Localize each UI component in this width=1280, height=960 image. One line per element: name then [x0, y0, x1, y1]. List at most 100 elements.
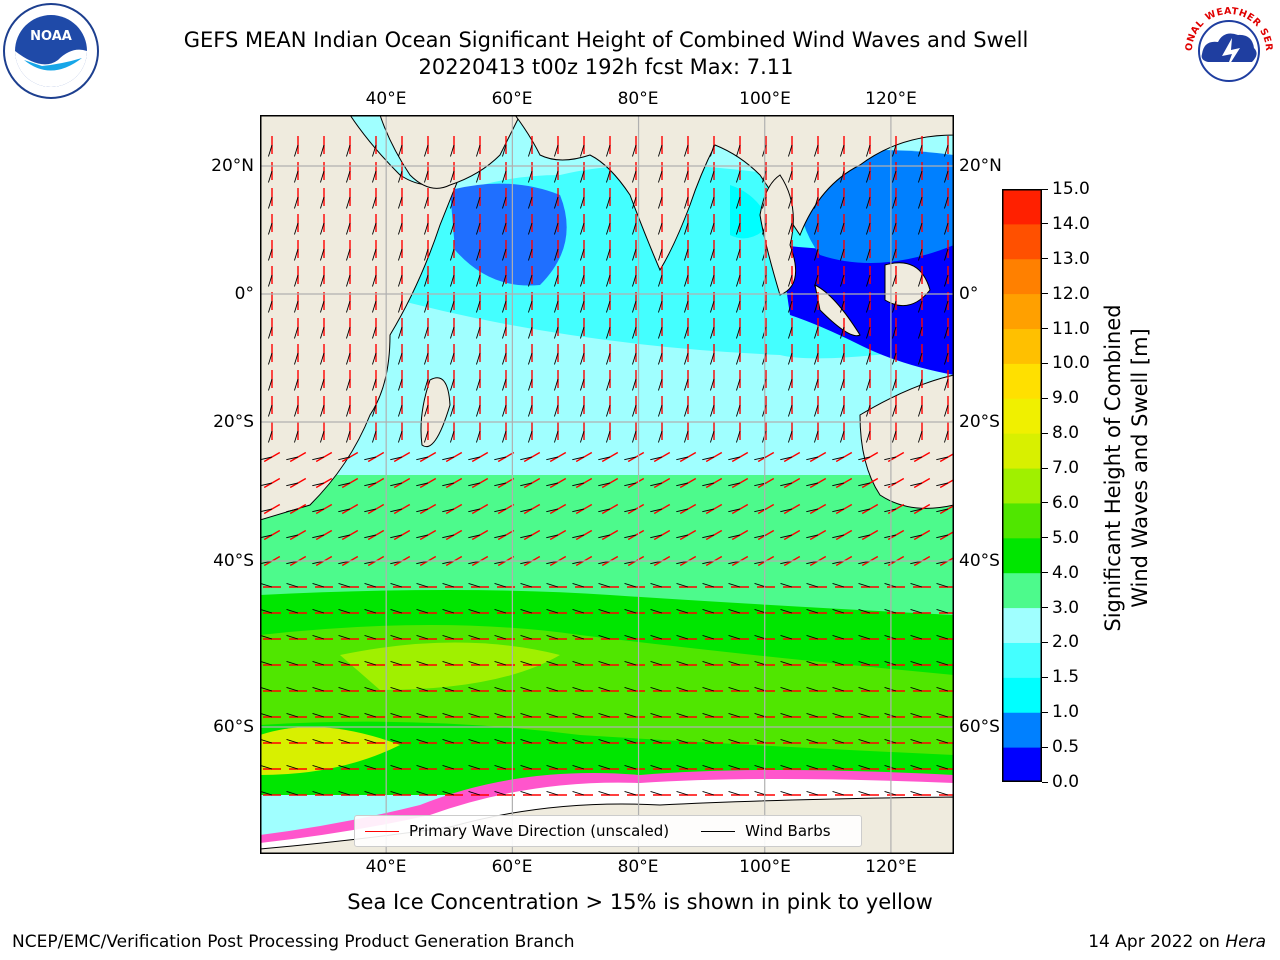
wind-barb: [268, 404, 273, 417]
wind-barb: [780, 661, 793, 666]
colorbar-tick-label: 3.0: [1052, 597, 1080, 618]
wind-barb: [788, 352, 793, 365]
wind-barb: [936, 583, 949, 588]
colorbar-tick-label: 0.0: [1052, 772, 1080, 792]
wind-barb: [858, 635, 871, 640]
wind-barb: [658, 222, 663, 235]
wind-barb: [546, 508, 559, 513]
wind-barb: [780, 765, 793, 770]
wind-barb: [944, 248, 949, 261]
wind-barb: [632, 248, 637, 261]
wind-barb: [572, 713, 585, 718]
wind-barb: [650, 635, 663, 640]
wind-barb: [788, 326, 793, 339]
wind-barb: [754, 609, 767, 614]
wind-barb: [754, 687, 767, 692]
wind-barb: [546, 765, 559, 770]
wind-barb: [884, 583, 897, 588]
colorbar-tick-label: 7.0: [1052, 458, 1080, 479]
wind-barb: [416, 482, 429, 487]
wind-barb: [598, 765, 611, 770]
wind-barb: [424, 222, 429, 235]
wind-barb: [650, 609, 663, 614]
wind-barb: [528, 378, 533, 391]
wind-barb: [702, 583, 715, 588]
wind-barb: [442, 687, 455, 692]
wind-barb: [710, 222, 715, 235]
wind-barb: [312, 765, 325, 770]
wind-barb: [338, 456, 351, 461]
wind-barb: [546, 791, 559, 796]
wind-barb: [606, 352, 611, 365]
map-gridlines: [260, 115, 954, 854]
wind-barb: [546, 482, 559, 487]
wind-barb: [424, 352, 429, 365]
wind-barb: [658, 274, 663, 287]
wind-barb: [312, 583, 325, 588]
wind-barb: [494, 765, 507, 770]
wind-barb: [910, 456, 923, 461]
wind-barb: [832, 583, 845, 588]
wind-barb: [624, 635, 637, 640]
wind-barb: [944, 300, 949, 313]
wind-barb: [502, 196, 507, 209]
wind-barb: [936, 482, 949, 487]
wind-barb: [312, 687, 325, 692]
wind-barb: [918, 170, 923, 183]
wind-barb: [788, 196, 793, 209]
wind-barb: [788, 378, 793, 391]
lon-tick-bottom-100e: 100°E: [739, 857, 791, 877]
wind-barb: [936, 661, 949, 666]
wind-barb: [338, 661, 351, 666]
colorbar-tick-label: 2.0: [1052, 632, 1080, 653]
wind-barb: [424, 144, 429, 157]
wind-barb: [814, 404, 819, 417]
wind-barb: [268, 352, 273, 365]
wind-barb: [572, 583, 585, 588]
wind-barb: [468, 508, 481, 513]
wind-barb: [554, 222, 559, 235]
legend-entry-wave: Primary Wave Direction (unscaled): [365, 822, 669, 840]
colorbar-segment: [1002, 433, 1042, 469]
wind-barb: [338, 739, 351, 744]
wind-barb: [312, 482, 325, 487]
wind-barb: [858, 534, 871, 539]
wind-barb: [338, 583, 351, 588]
colorbar-tick-label: 11.0: [1052, 318, 1090, 339]
wind-barb: [754, 456, 767, 461]
wind-barb: [294, 378, 299, 391]
wind-barb: [624, 687, 637, 692]
wind-barb: [728, 739, 741, 744]
wind-barb: [424, 404, 429, 417]
wind-barb: [736, 170, 741, 183]
wind-barb: [658, 144, 663, 157]
wind-barb: [390, 508, 403, 513]
wind-barb: [676, 713, 689, 718]
wind-barb: [858, 482, 871, 487]
wind-barb: [736, 352, 741, 365]
colorbar-tick-mark: [1042, 502, 1048, 504]
wind-barb: [494, 583, 507, 588]
wind-barb: [546, 687, 559, 692]
wind-barb: [918, 248, 923, 261]
wind-barb: [910, 609, 923, 614]
wind-barb: [944, 326, 949, 339]
wind-barb: [572, 609, 585, 614]
wind-barb: [260, 713, 273, 718]
wind-barb: [520, 687, 533, 692]
wind-barb: [780, 534, 793, 539]
wind-barb: [450, 352, 455, 365]
wind-barb: [918, 274, 923, 287]
arabian-sea-low: [450, 183, 567, 286]
wind-barb: [320, 378, 325, 391]
wind-barb: [528, 248, 533, 261]
wind-barb: [572, 791, 585, 796]
wind-barb: [286, 713, 299, 718]
wind-barb: [684, 144, 689, 157]
wind-barb: [650, 713, 663, 718]
wind-barb: [650, 583, 663, 588]
wind-barb: [364, 534, 377, 539]
wind-barb: [650, 456, 663, 461]
wind-barb: [572, 661, 585, 666]
wind-barb: [476, 170, 481, 183]
